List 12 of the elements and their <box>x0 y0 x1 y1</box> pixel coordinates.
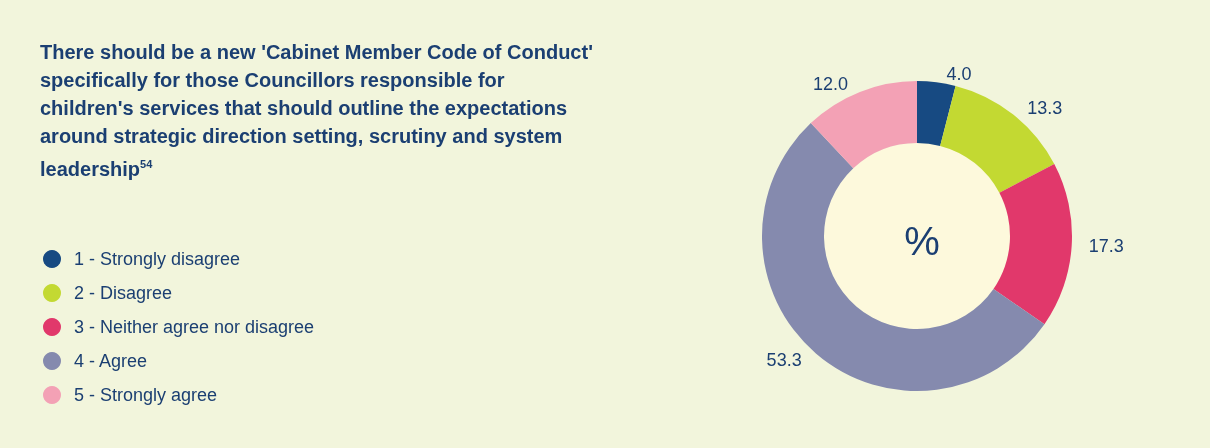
data-label: 53.3 <box>766 349 802 370</box>
data-label: 17.3 <box>1088 235 1124 256</box>
data-label: 12.0 <box>812 74 848 95</box>
legend-label: 3 - Neither agree nor disagree <box>74 317 315 337</box>
data-label: 4.0 <box>946 64 972 85</box>
text: There should be a new 'Cabinet Member Code of Conduct' specifically for those Councillors responsible for children's services that should outline the expectations around strategic direction setting, scrutiny and system leadership$^{54}$ <box>40 40 594 182</box>
data-label: 13.3 <box>1027 98 1063 119</box>
legend-label: 1 - Strongly disagree <box>74 249 241 269</box>
legend-label: 5 - Strongly agree <box>74 385 218 405</box>
legend-label: 2 - Disagree <box>74 283 173 303</box>
text: % <box>904 219 940 263</box>
legend-label: 4 - Agree <box>74 351 148 371</box>
